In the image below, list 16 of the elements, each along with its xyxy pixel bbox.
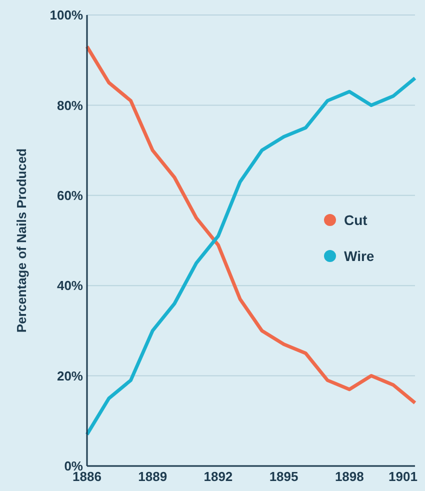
x-tick-label: 1898 [334, 469, 364, 484]
legend-label: Wire [344, 248, 374, 264]
y-tick-label: 20% [56, 368, 84, 384]
y-axis-title: Percentage of Nails Produced [14, 148, 29, 333]
y-tick-label: 100% [50, 8, 84, 23]
x-tick-label: 1886 [72, 469, 102, 484]
line-series [85, 76, 417, 436]
y-tick-label: 60% [56, 188, 84, 203]
y-tick-label: 40% [56, 278, 84, 294]
legend-label: Cut [344, 212, 368, 228]
y-tick-label: 80% [56, 98, 84, 113]
line-series [85, 44, 417, 405]
x-tick-label: 1901 [388, 469, 418, 484]
x-tick-label: 1895 [269, 469, 298, 484]
x-tick-label: 1892 [204, 469, 233, 484]
x-tick-label: 1889 [138, 469, 168, 484]
